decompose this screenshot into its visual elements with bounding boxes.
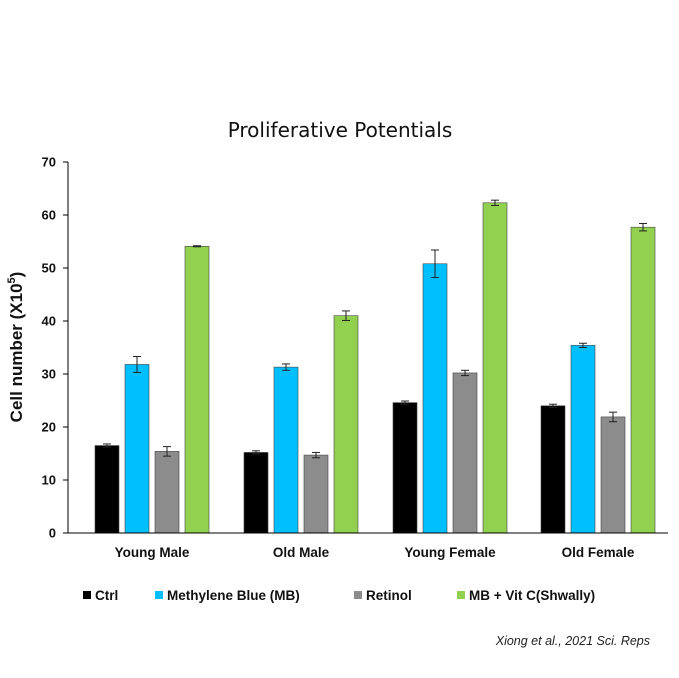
error-bar-methylene-blue-mb-young-male bbox=[133, 356, 141, 373]
citation: Xiong et al., 2021 Sci. Reps bbox=[495, 634, 650, 648]
bar-retinol-young-female bbox=[452, 372, 478, 534]
y-tick-label: 10 bbox=[42, 473, 56, 488]
bar-methylene-blue-mb-old-male bbox=[273, 366, 299, 534]
legend-item-methylene-blue-mb: Methylene Blue (MB) bbox=[155, 588, 300, 603]
bar-mb-vit-c-shwally-old-female bbox=[630, 226, 656, 534]
bar-mb-vit-c-shwally-young-male bbox=[184, 245, 210, 534]
error-bar-methylene-blue-mb-old-male bbox=[282, 363, 290, 371]
legend-label: Methylene Blue (MB) bbox=[167, 588, 300, 603]
bar-ctrl-young-male bbox=[94, 445, 120, 534]
x-tick-label-old-female: Old Female bbox=[562, 545, 635, 560]
bar-methylene-blue-mb-young-female bbox=[422, 263, 448, 534]
error-bar-ctrl-old-male bbox=[252, 450, 260, 455]
y-tick-label: 30 bbox=[42, 367, 56, 382]
bar-methylene-blue-mb-old-female bbox=[570, 345, 596, 534]
legend-item-retinol: Retinol bbox=[354, 588, 412, 603]
chart-title: Proliferative Potentials bbox=[228, 118, 453, 142]
error-bar-retinol-young-female bbox=[461, 369, 469, 377]
x-tick-label-young-female: Young Female bbox=[404, 545, 496, 560]
legend-label: Ctrl bbox=[95, 588, 118, 603]
bar-ctrl-young-female bbox=[392, 402, 418, 534]
error-bar-retinol-young-male bbox=[163, 446, 171, 457]
y-axis-label: Cell number (X105) bbox=[6, 272, 26, 423]
bar-mb-vit-c-shwally-old-male bbox=[333, 315, 359, 534]
y-tick-label: 20 bbox=[42, 420, 56, 435]
error-bar-mb-vit-c-shwally-old-female bbox=[639, 222, 647, 232]
error-bars-layer bbox=[103, 199, 647, 459]
y-axis-ticks: 0 10 20 30 40 50 60 70 bbox=[42, 155, 68, 541]
error-bar-mb-vit-c-shwally-young-female bbox=[491, 199, 499, 206]
error-bar-ctrl-young-male bbox=[103, 443, 111, 448]
bar-ctrl-old-male bbox=[243, 452, 269, 534]
error-bar-retinol-old-male bbox=[312, 451, 320, 459]
y-tick-label: 50 bbox=[42, 261, 56, 276]
x-tick-label-old-male: Old Male bbox=[273, 545, 330, 560]
legend-swatch bbox=[354, 591, 362, 599]
bar-ctrl-old-female bbox=[540, 405, 566, 534]
error-bar-ctrl-old-female bbox=[549, 403, 557, 408]
error-bar-retinol-old-female bbox=[609, 411, 617, 423]
legend: Ctrl Methylene Blue (MB) Retinol MB + Vit C… bbox=[83, 588, 595, 603]
y-tick-label: 0 bbox=[49, 526, 56, 541]
y-tick-label: 40 bbox=[42, 314, 56, 329]
x-axis-categories: Young Male Old Male Young Female Old Female bbox=[115, 545, 635, 560]
legend-label: MB + Vit C(Shwally) bbox=[469, 588, 595, 603]
y-tick-label: 70 bbox=[42, 155, 56, 170]
error-bar-mb-vit-c-shwally-young-male bbox=[193, 245, 201, 248]
bar-mb-vit-c-shwally-young-female bbox=[482, 202, 508, 534]
error-bar-ctrl-young-female bbox=[401, 400, 409, 405]
bar-methylene-blue-mb-young-male bbox=[124, 364, 150, 534]
y-tick-label: 60 bbox=[42, 208, 56, 223]
bars-layer bbox=[94, 202, 656, 534]
error-bar-methylene-blue-mb-young-female bbox=[431, 249, 439, 279]
bar-retinol-young-male bbox=[154, 451, 180, 534]
bar-retinol-old-male bbox=[303, 454, 329, 534]
legend-swatch bbox=[155, 591, 163, 599]
y-axis-label-superscript: 5 bbox=[6, 277, 18, 283]
bar-retinol-old-female bbox=[600, 416, 626, 534]
legend-swatch bbox=[83, 591, 91, 599]
legend-swatch bbox=[457, 591, 465, 599]
legend-item-ctrl: Ctrl bbox=[83, 588, 118, 603]
y-axis-label-end: ) bbox=[7, 272, 26, 278]
x-tick-label-young-male: Young Male bbox=[115, 545, 190, 560]
error-bar-mb-vit-c-shwally-old-male bbox=[342, 310, 350, 321]
legend-label: Retinol bbox=[366, 588, 412, 603]
legend-item-mb-vit-c-shwally: MB + Vit C(Shwally) bbox=[457, 588, 595, 603]
error-bar-methylene-blue-mb-old-female bbox=[579, 342, 587, 348]
